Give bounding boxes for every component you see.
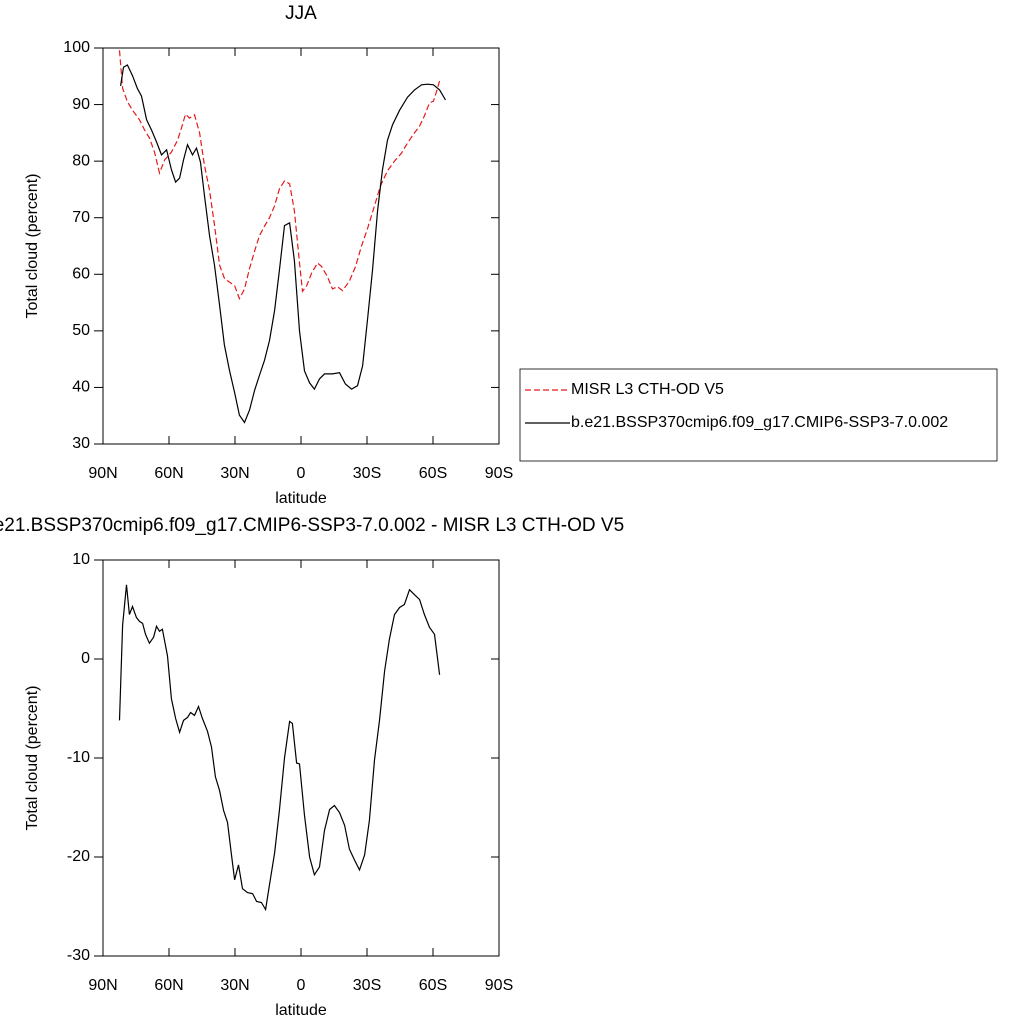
y-tick-label: 90 — [72, 96, 90, 113]
y-tick-label: -30 — [67, 947, 90, 964]
series-line — [118, 584, 441, 912]
y-tick-label: 30 — [72, 435, 90, 452]
y-tick-label: -20 — [67, 848, 90, 865]
x-tick-label: 30S — [353, 977, 381, 994]
chart-title: b.e21.BSSP370cmip6.f09_g17.CMIP6-SSP3-7.… — [0, 515, 624, 536]
x-tick-label: 90S — [485, 465, 513, 482]
x-axis-label: latitude — [275, 1002, 327, 1019]
x-tick-label: 0 — [297, 977, 306, 994]
legend-box — [519, 368, 998, 462]
x-tick-label: 60N — [154, 465, 183, 482]
x-tick-label: 30S — [353, 465, 381, 482]
x-axis-label: latitude — [275, 490, 327, 507]
x-tick-label: 90N — [88, 465, 117, 482]
y-tick-label: 50 — [72, 322, 90, 339]
x-tick-label: 30N — [220, 465, 249, 482]
y-tick-label: 80 — [72, 152, 90, 169]
x-tick-label: 30N — [220, 977, 249, 994]
y-tick-label: 40 — [72, 379, 90, 396]
plot-frame — [102, 47, 500, 445]
y-tick-label: 70 — [72, 209, 90, 226]
y-tick-label: 10 — [72, 551, 90, 568]
plot-frame — [102, 559, 500, 957]
y-tick-label: 100 — [63, 39, 90, 56]
x-tick-label: 90N — [88, 977, 117, 994]
x-tick-label: 60N — [154, 977, 183, 994]
x-tick-label: 60S — [419, 465, 447, 482]
y-tick-label: 0 — [81, 650, 90, 667]
series-line — [118, 50, 441, 301]
y-tick-label: -10 — [67, 749, 90, 766]
series-line — [120, 64, 447, 424]
x-tick-label: 60S — [419, 977, 447, 994]
x-tick-label: 0 — [297, 465, 306, 482]
y-tick-label: 60 — [72, 266, 90, 283]
legend-label: MISR L3 CTH-OD V5 — [571, 381, 724, 398]
x-tick-label: 90S — [485, 977, 513, 994]
chart-title: JJA — [285, 3, 317, 24]
y-axis-label: Total cloud (percent) — [24, 174, 41, 319]
y-axis-label: Total cloud (percent) — [24, 686, 41, 831]
legend-label: b.e21.BSSP370cmip6.f09_g17.CMIP6-SSP3-7.… — [571, 414, 948, 431]
